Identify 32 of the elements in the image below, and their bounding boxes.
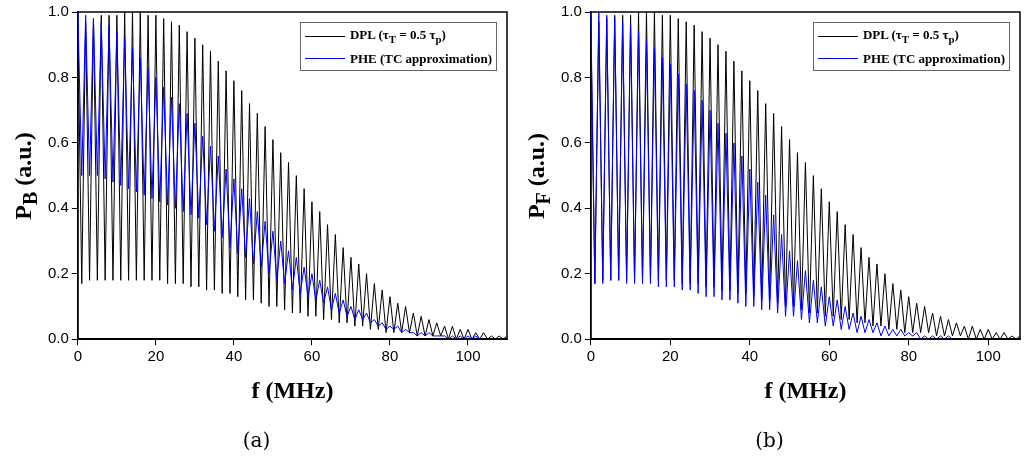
y-tick-label: 0.2 [47, 263, 69, 281]
x-tick-label: 0 [586, 347, 596, 365]
y-tick-label: 0.6 [47, 133, 69, 151]
y-tick-label: 1.0 [47, 2, 69, 20]
y-tick-label: 1.0 [560, 2, 582, 20]
text: (a) [241, 428, 272, 452]
x-tick-label: 0 [73, 347, 83, 365]
x-tick-label: 20 [661, 347, 679, 365]
x-tick-label: 40 [741, 347, 759, 365]
text: (b) [754, 428, 785, 452]
legend-label: PHE (TC approximation) [862, 49, 1005, 68]
x-tick-label: 100 [455, 347, 481, 365]
y-tick-label: 0.2 [560, 263, 582, 281]
x-axis-title: f (MHz) [764, 376, 847, 403]
x-tick-label: 60 [303, 347, 321, 365]
y-tick-label: 0.8 [560, 67, 582, 85]
y-tick-label: 0.0 [560, 329, 582, 347]
y-tick-label: 0.4 [560, 198, 582, 216]
x-tick-label: 80 [900, 347, 918, 365]
y-tick-label: 0.6 [560, 133, 582, 151]
x-tick-label: 100 [975, 347, 1001, 365]
legend-label: PHE (TC approximation) [349, 49, 492, 68]
y-tick-label: 0.4 [47, 198, 69, 216]
legend-label: DPL (τ$_{T}$ = 0.5 τ$_{p}$) [349, 26, 446, 47]
x-tick-label: 80 [381, 347, 399, 365]
x-tick-label: 40 [225, 347, 243, 365]
x-axis-title: f (MHz) [251, 376, 334, 403]
x-tick-label: 60 [820, 347, 838, 365]
x-tick-label: 20 [147, 347, 165, 365]
legend-label: DPL (τ$_{T}$ = 0.5 τ$_{p}$) [862, 26, 959, 47]
y-tick-label: 0.0 [47, 329, 69, 347]
y-tick-label: 0.8 [47, 67, 69, 85]
